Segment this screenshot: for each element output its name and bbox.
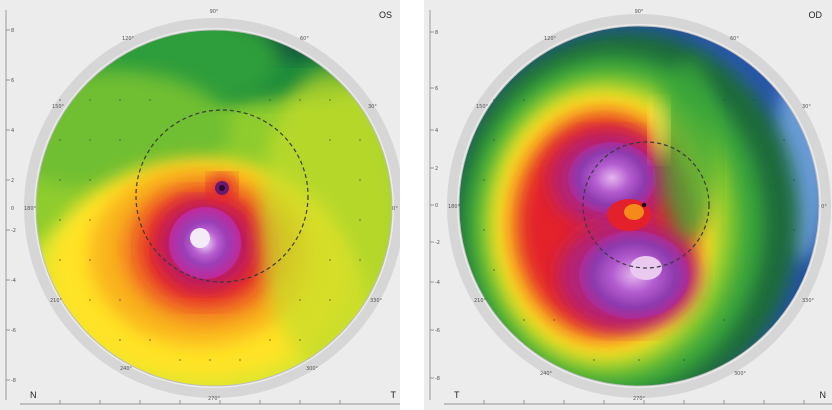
angle-label-300: 300° — [306, 366, 319, 372]
dot-grid — [483, 99, 795, 361]
od-topography-map: 90° 270° 180° 0° 120° 60° 150° 30° 210° … — [429, 9, 832, 405]
corner-label-nasal: N — [819, 390, 827, 400]
corner-label-temporal: T — [390, 390, 397, 400]
axis-label-top: 90° — [210, 9, 219, 15]
x-axis-ticks — [444, 400, 832, 405]
svg-text:-8: -8 — [435, 376, 440, 382]
y-axis-ticks — [429, 10, 434, 400]
reference-circle — [135, 109, 309, 283]
svg-text:-8: -8 — [11, 378, 16, 384]
angle-label-30: 30° — [368, 104, 377, 110]
outer-ring — [447, 14, 831, 398]
svg-text:-6: -6 — [435, 328, 440, 334]
svg-text:4: 4 — [11, 128, 14, 134]
axis-label-right: 0° — [392, 206, 398, 212]
svg-text:8: 8 — [435, 30, 438, 36]
axis-label-bottom: 270° — [208, 396, 221, 402]
axis-label-right: 0° — [821, 204, 827, 210]
angle-label-60: 60° — [730, 36, 739, 42]
axis-label-left: 180° — [24, 206, 37, 212]
angle-label-150: 150° — [52, 104, 65, 110]
svg-text:8: 8 — [11, 28, 14, 34]
angle-label-150: 150° — [476, 104, 489, 110]
angle-label-330: 330° — [802, 298, 815, 304]
y-tick-labels: 8 6 4 2 0 -2 -4 -6 -8 — [435, 30, 440, 382]
od-topography-panel: 90° 270° 180° 0° 120° 60° 150° 30° 210° … — [424, 0, 832, 410]
angle-label-240: 240° — [120, 366, 133, 372]
y-tick-labels: 8 6 4 2 0 -2 -4 -6 -8 — [11, 28, 16, 384]
angle-label-300: 300° — [734, 371, 747, 377]
svg-text:-4: -4 — [435, 280, 440, 286]
svg-text:-2: -2 — [11, 228, 16, 234]
corner-label-nasal: N — [30, 390, 37, 400]
angle-label-30: 30° — [802, 104, 811, 110]
svg-text:0: 0 — [435, 203, 438, 209]
os-topography-panel: 90° 270° 180° 0° 120° 60° 150° 30° 210° … — [0, 0, 400, 410]
svg-text:-4: -4 — [11, 278, 16, 284]
svg-text:6: 6 — [11, 78, 14, 84]
axis-label-bottom: 270° — [633, 396, 646, 402]
eye-label-od: OD — [808, 10, 823, 20]
svg-text:-2: -2 — [435, 240, 440, 246]
eye-label-os: OS — [378, 10, 392, 20]
angle-label-60: 60° — [300, 36, 309, 42]
svg-text:2: 2 — [11, 178, 14, 184]
x-axis-ticks — [20, 400, 400, 405]
y-axis-ticks — [5, 10, 10, 400]
angle-label-210: 210° — [50, 298, 63, 304]
svg-text:-6: -6 — [11, 328, 16, 334]
svg-text:4: 4 — [435, 128, 438, 134]
angle-label-120: 120° — [122, 36, 135, 42]
axis-label-left: 180° — [448, 204, 461, 210]
svg-text:0: 0 — [11, 206, 14, 212]
reference-circle — [582, 141, 710, 269]
angle-label-330: 330° — [370, 298, 383, 304]
angle-label-210: 210° — [474, 298, 487, 304]
svg-text:2: 2 — [435, 166, 438, 172]
corner-label-temporal: T — [454, 390, 460, 400]
outer-ring — [24, 18, 400, 398]
svg-text:6: 6 — [435, 86, 438, 92]
angle-label-120: 120° — [544, 36, 557, 42]
angle-label-240: 240° — [540, 371, 553, 377]
os-topography-map: 90° 270° 180° 0° 120° 60° 150° 30° 210° … — [5, 9, 400, 405]
axis-label-top: 90° — [635, 9, 644, 15]
dot-grid — [59, 99, 361, 361]
